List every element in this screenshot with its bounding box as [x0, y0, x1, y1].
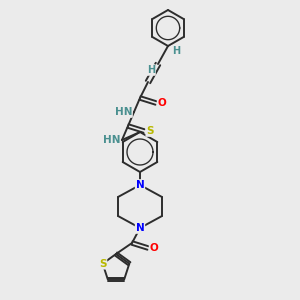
Text: S: S	[99, 259, 106, 269]
Text: H: H	[172, 46, 180, 56]
Text: HN: HN	[103, 135, 120, 145]
Text: N: N	[136, 180, 144, 190]
Text: N: N	[136, 223, 144, 233]
Text: S: S	[146, 126, 154, 136]
Text: HN: HN	[115, 107, 132, 117]
Text: O: O	[150, 243, 158, 253]
Text: O: O	[158, 98, 166, 108]
Text: H: H	[147, 65, 155, 75]
